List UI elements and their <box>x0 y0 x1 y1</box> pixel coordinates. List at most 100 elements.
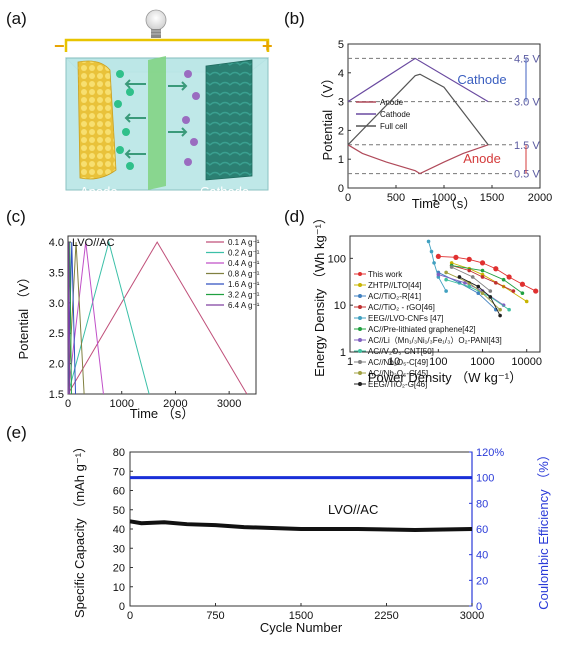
x-tick-label: 0 <box>65 398 71 410</box>
anode-electrode <box>77 60 117 180</box>
y-axis-label: Energy Density （Wh kg⁻¹） <box>312 211 327 377</box>
anions <box>182 70 200 166</box>
x-tick-label: 3000 <box>460 610 484 622</box>
series-line-full-cell <box>347 73 489 146</box>
ragone-point <box>488 289 493 293</box>
y-tick-label: 100 <box>328 253 346 265</box>
x-tick-label: 3000 <box>217 398 241 410</box>
y-tick-label: 3 <box>338 97 344 109</box>
ragone-point <box>520 291 525 296</box>
y-tick-label: 10 <box>113 582 125 594</box>
x-tick-label: 1500 <box>480 192 504 204</box>
x-tick-label: 1500 <box>289 610 313 622</box>
y-axis-label: Potential （V） <box>16 271 31 360</box>
ragone-point <box>466 256 472 262</box>
x-tick-label: 2250 <box>374 610 398 622</box>
legend-label: 0.1 A g⁻¹ <box>228 238 260 247</box>
gcd-curve <box>67 242 71 395</box>
panel-a-label: (a) <box>6 9 27 28</box>
ragone-point <box>494 281 498 285</box>
minus-sign: − <box>54 36 65 56</box>
cathode-label: Cathode <box>200 184 249 199</box>
cathode-electrode <box>205 59 253 181</box>
legend-label: AC//Nb₂O₅-C[45] <box>368 369 428 378</box>
legend-label: AC//V₂O₅-CNT[50] <box>368 347 434 356</box>
lightbulb-icon <box>145 9 167 38</box>
x-tick-label: 1000 <box>432 192 456 204</box>
series-line-anode <box>347 144 489 175</box>
legend-marker <box>358 316 362 320</box>
ragone-point <box>476 291 481 296</box>
ragone-point <box>480 275 485 279</box>
ragone-point <box>444 277 448 282</box>
legend-label: 3.2 A g⁻¹ <box>228 291 260 300</box>
series-line-cathode <box>347 57 489 103</box>
legend-label: AC//TiO₂ - rGO[46] <box>368 303 435 312</box>
y-tick-label: 1 <box>340 347 346 359</box>
ragone-point <box>498 313 502 318</box>
y-tick-label: 1.5 <box>49 389 64 401</box>
x-axis-label: Time （s） <box>130 406 195 421</box>
lithium-ions <box>114 70 134 170</box>
ragone-line <box>428 241 447 292</box>
y-tick-label: 0 <box>338 183 344 195</box>
ragone-point <box>488 295 493 299</box>
legend-label: EEG//LVO-CNFs [47] <box>368 314 443 323</box>
y2-tick-label: 0 <box>476 601 482 613</box>
legend-label: EEG//TiO₂-G[46] <box>368 380 427 389</box>
ragone-point <box>498 307 502 312</box>
chart-c-title: LVO//AC <box>72 237 115 249</box>
ragone-point <box>524 299 529 304</box>
ragone-point <box>449 265 454 269</box>
panel-c-label: (c) <box>6 207 26 226</box>
ragone-point <box>506 274 512 280</box>
y-tick-label: 2.0 <box>49 359 64 371</box>
y2-axis-label: Coulombic Efficiency （%） <box>536 448 551 610</box>
y-tick-label: 2 <box>338 125 344 137</box>
circuit-wire <box>64 38 270 52</box>
y-tick-label: 4.0 <box>49 237 64 249</box>
legend-label: AC//Li（Mn₁/₃Ni₁/₃Fe₁/₃）O₂-PANI[43] <box>368 336 502 345</box>
legend-label: Anode <box>380 98 404 107</box>
y2-tick-label: 120% <box>476 447 504 459</box>
ragone-point <box>426 239 431 244</box>
y2-tick-label: 40 <box>476 550 488 562</box>
legend-label: This work <box>368 270 403 279</box>
ragone-point <box>480 291 485 296</box>
legend-label: ZHTP//LTO[44] <box>368 281 422 290</box>
chart-e-title: LVO//AC <box>328 502 378 517</box>
legend-marker <box>358 349 362 353</box>
x-tick-label: 2000 <box>163 398 187 410</box>
ragone-point <box>467 284 472 289</box>
legend-marker <box>358 305 362 309</box>
legend-marker <box>358 294 362 298</box>
x-tick-label: 0 <box>127 610 133 622</box>
legend-marker <box>358 338 362 342</box>
ragone-line <box>451 265 523 294</box>
x-axis-label: Power Density （W kg⁻¹） <box>368 370 522 385</box>
legend-label: AC//Nb₂O₅-C[49] <box>368 358 428 367</box>
ragone-line <box>459 276 501 316</box>
x-tick-label: 10 <box>388 356 400 368</box>
y-tick-label: 1 <box>338 154 344 166</box>
separator-membrane <box>148 56 166 190</box>
x-tick-label: 0 <box>345 192 351 204</box>
ragone-point <box>449 261 454 265</box>
ragone-point <box>493 266 499 272</box>
chart-b-potential-profile: 0 500 1000 1500 2000 0 1 2 3 4 5 4.5 V 3.0 V 1.5 V 0.5… <box>320 39 552 211</box>
ragone-point <box>457 275 462 279</box>
ragone-line <box>445 272 501 311</box>
x-axis-label: Time （s） <box>412 196 477 211</box>
ragone-point <box>435 253 441 260</box>
ragone-point <box>429 249 434 254</box>
ragone-point <box>463 281 467 285</box>
ragone-point <box>436 272 441 277</box>
plus-sign: + <box>262 36 273 56</box>
ragone-point <box>467 268 472 273</box>
ragone-line <box>446 279 510 311</box>
capacity-series-line <box>129 519 473 532</box>
reference-line-label: 3.0 V <box>514 97 540 109</box>
ragone-point <box>511 289 516 293</box>
ragone-point <box>470 275 475 279</box>
